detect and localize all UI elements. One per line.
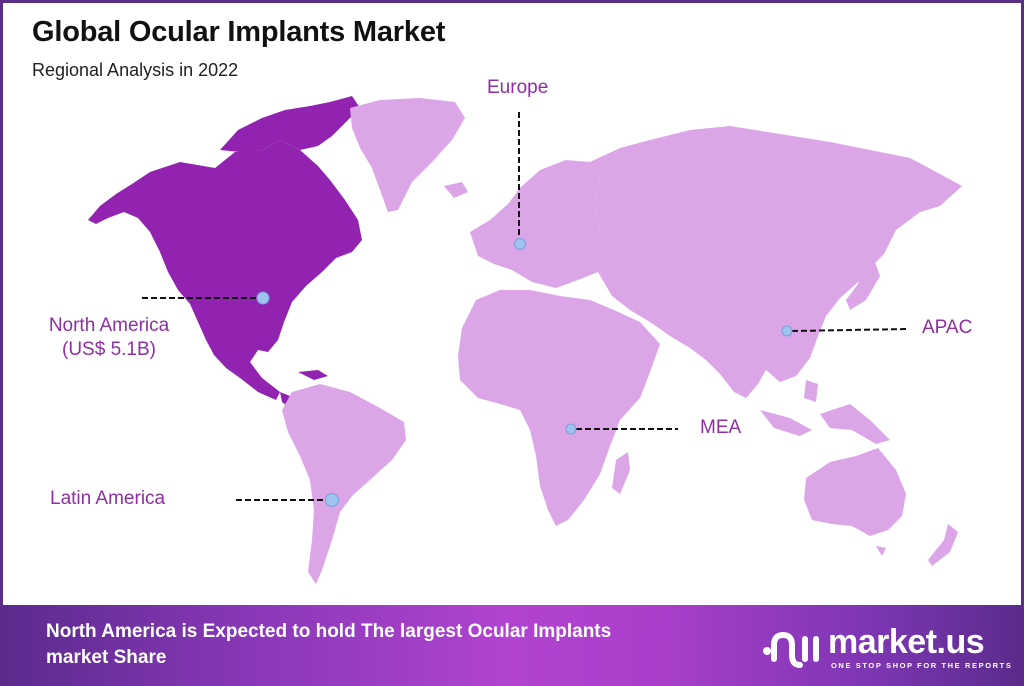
region-north-america [88,96,362,418]
marker-mea [565,423,577,435]
region-europe [470,160,610,288]
page-title: Global Ocular Implants Market [32,16,446,48]
marker-latin-america [325,493,339,507]
footer-banner: North America is Expected to hold The la… [0,605,1024,686]
region-value: (US$ 5.1B) [62,339,156,360]
brand-logo: market.us ONE STOP SHOP FOR THE REPORTS [762,623,1011,673]
region-mea [458,290,660,526]
label-apac: APAC [922,317,973,338]
region-markers [256,238,793,507]
label-europe: Europe [487,77,549,98]
region-australia [804,448,906,536]
connector-lines [142,112,909,501]
label-mea: MEA [700,417,742,438]
page-subtitle: Regional Analysis in 2022 [32,60,239,80]
label-latin-america: Latin America [50,488,166,509]
market-us-logo-icon [763,631,819,668]
marker-north-america [256,291,270,305]
brand-name: market.us [828,623,985,661]
label-north-america: North America (US$ 5.1B) [24,314,194,362]
marker-apac [781,325,793,337]
footer-headline: North America is Expected to hold The la… [46,621,612,668]
region-latin-america [282,384,406,584]
brand-tagline: ONE STOP SHOP FOR THE REPORTS [831,661,1013,670]
region-apac [590,126,962,398]
marker-europe [514,238,526,250]
region-name: North America [48,315,170,336]
world-map [88,96,962,584]
region-greenland [350,98,465,212]
